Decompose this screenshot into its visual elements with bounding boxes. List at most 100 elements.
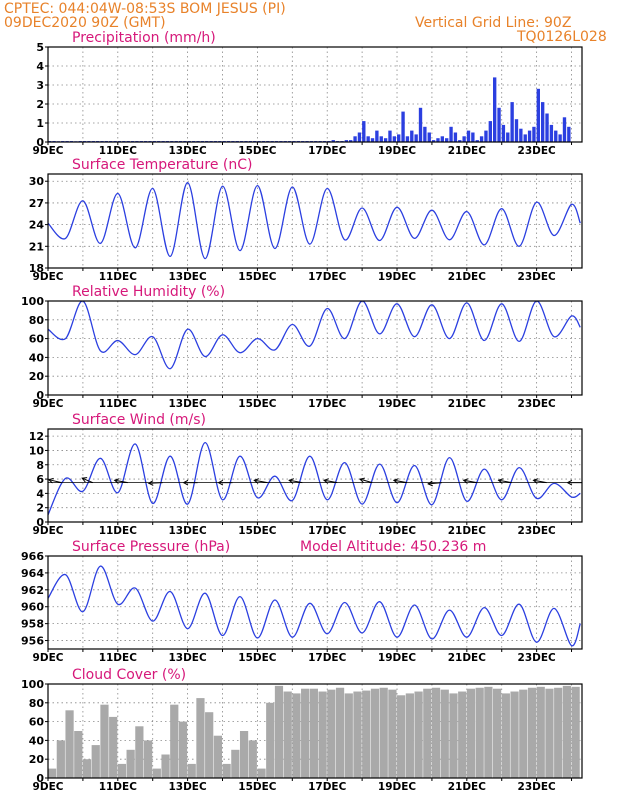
wind-arrow: [148, 482, 163, 484]
precip-bar: [418, 107, 423, 142]
cloud-bar: [143, 740, 153, 778]
y-tick-label: 3: [36, 79, 44, 92]
y-tick-label: 40: [29, 734, 45, 747]
x-tick-label: 19DEC: [378, 398, 417, 410]
wind-arrowhead: [392, 478, 399, 484]
cloud-bar: [222, 763, 231, 778]
y-tick-label: 30: [29, 175, 45, 188]
panel-title: Surface Pressure (hPa): [72, 539, 230, 555]
precip-bar: [383, 138, 388, 142]
precip-bar: [471, 132, 475, 142]
x-tick-label: 13DEC: [168, 398, 207, 410]
wind-arrow: [323, 479, 338, 484]
precip-bar: [510, 102, 514, 142]
y-tick-label: 12: [29, 430, 44, 443]
wind-arrowhead: [288, 478, 295, 484]
x-tick-label: 11DEC: [99, 525, 138, 537]
precip-bar: [458, 140, 462, 142]
y-tick-label: 960: [21, 601, 44, 614]
cloud-bar: [170, 704, 179, 778]
y-tick-label: 958: [21, 618, 44, 631]
cloud-bar: [292, 693, 301, 778]
cloud-bar: [527, 687, 537, 778]
precip-bar: [567, 126, 571, 142]
y-tick-label: 21: [29, 240, 44, 253]
x-tick-label: 21DEC: [448, 271, 487, 283]
precip-bar: [349, 140, 353, 142]
panel-title: Cloud Cover (%): [72, 667, 186, 683]
x-tick-label: 11DEC: [99, 145, 138, 157]
x-tick-label: 23DEC: [518, 145, 557, 157]
cloud-bar: [74, 731, 83, 778]
cloud-bar: [257, 768, 266, 778]
y-tick-label: 966: [21, 550, 44, 563]
y-tick-label: 0: [36, 516, 44, 529]
cloud-bar: [161, 754, 170, 778]
cloud-bar: [117, 763, 127, 778]
cloud-bar: [301, 688, 310, 778]
plot-area: [48, 429, 582, 522]
x-tick-label: 23DEC: [518, 652, 557, 664]
cloud-bar: [493, 688, 502, 778]
wind-arrowhead: [47, 477, 54, 484]
x-tick-label: 19DEC: [378, 652, 417, 664]
y-tick-label: 6: [36, 473, 44, 486]
precip-bar: [392, 136, 397, 142]
precip-bar: [497, 107, 501, 142]
plot-area: [48, 301, 582, 395]
wind-arrowhead: [113, 478, 120, 484]
y-tick-label: 964: [21, 567, 44, 580]
x-tick-label: 17DEC: [308, 525, 347, 537]
cloud-bar: [283, 691, 292, 778]
x-tick-label: 13DEC: [168, 271, 207, 283]
cloud-bar: [82, 759, 92, 778]
precip-bar: [523, 134, 527, 142]
precip-bar: [379, 136, 383, 142]
panel-6: Cloud Cover (%) 0 20 40 60 80 100 9DEC 11DEC 13DE…: [21, 667, 583, 793]
cloud-bar: [335, 687, 345, 778]
precip-bar: [357, 132, 362, 142]
wind-arrowhead: [532, 478, 539, 484]
y-tick-label: 40: [29, 351, 45, 364]
x-tick-label: 15DEC: [238, 145, 277, 157]
wind-arrowhead: [253, 478, 260, 484]
cloud-bar: [466, 688, 476, 778]
precip-bar: [466, 130, 471, 142]
y-tick-label: 80: [29, 314, 45, 327]
cloud-bar: [48, 768, 57, 778]
x-tick-label: 15DEC: [238, 398, 277, 410]
cloud-bar: [484, 686, 493, 778]
x-tick-label: 23DEC: [518, 781, 557, 793]
x-tick-label: 23DEC: [518, 271, 557, 283]
x-tick-label: 15DEC: [238, 271, 277, 283]
cloud-bar: [274, 685, 284, 778]
y-tick-label: 20: [29, 753, 45, 766]
x-tick-label: 9DEC: [33, 145, 64, 157]
y-tick-label: 962: [21, 584, 44, 597]
y-tick-label: 10: [29, 444, 45, 457]
panel-3: Relative Humidity (%) 0 20 40 60 80 100 9DEC 11D…: [21, 284, 583, 410]
wind-arrow: [48, 479, 62, 484]
precip-bar: [488, 121, 492, 142]
x-tick-label: 17DEC: [308, 781, 347, 793]
precip-bar: [549, 124, 554, 142]
cloud-bar: [440, 689, 449, 778]
cloud-bar: [379, 687, 388, 778]
precip-bar: [370, 138, 375, 142]
cloud-bar: [65, 710, 74, 778]
wind-arrowhead: [182, 479, 189, 486]
header-grid-line: Vertical Grid Line: 90Z: [415, 15, 571, 31]
cloud-bar: [370, 688, 380, 778]
precip-bar: [532, 126, 536, 142]
header-station: CPTEC: 044:04W-08:53S BOM JESUS (PI): [4, 1, 286, 17]
cloud-bar: [187, 763, 196, 778]
y-tick-label: 4: [36, 60, 44, 73]
x-tick-label: 15DEC: [238, 781, 277, 793]
x-tick-label: 19DEC: [378, 145, 417, 157]
precip-bar: [453, 132, 458, 142]
cloud-bar: [327, 689, 336, 778]
cloud-bar: [109, 716, 118, 778]
wind-arrowhead: [462, 478, 469, 484]
